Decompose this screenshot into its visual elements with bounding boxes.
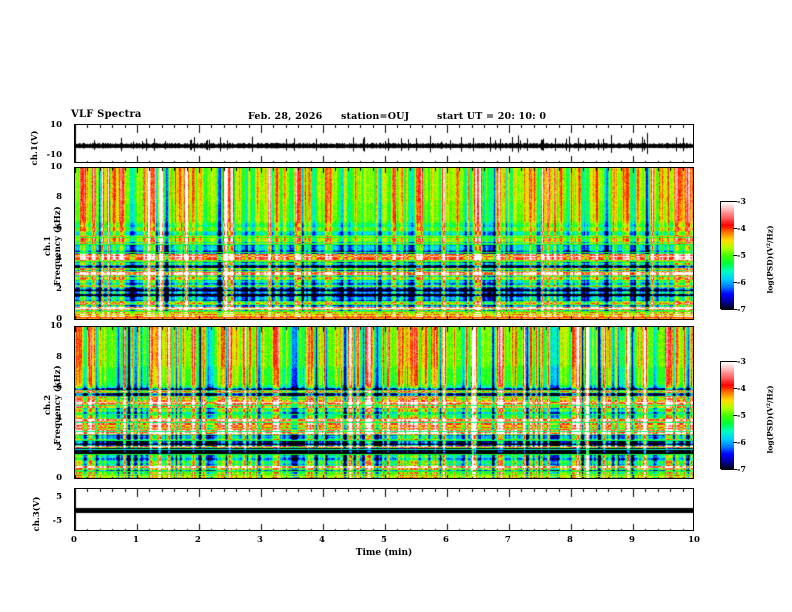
ch1-spec-ytick-4: 4: [56, 253, 62, 263]
x-tick-label-4: 4: [319, 535, 325, 545]
panel-ch1-waveform: [74, 124, 694, 163]
colorbar-ch1: [720, 201, 734, 310]
colorbar-tick-neg6: -6: [737, 437, 746, 447]
x-axis-title: Time (min): [355, 548, 413, 558]
colorbar-tick-mark: [733, 442, 737, 443]
x-tick-label-8: 8: [567, 535, 573, 545]
colorbar-tick-mark: [733, 255, 737, 256]
ch1-spectrogram-canvas: [75, 168, 693, 319]
ch1-spec-ytick-0: 0: [56, 314, 62, 324]
ch3-waveform-axis-label: ch.3(V): [32, 496, 42, 532]
colorbar-tick-neg6: -6: [737, 277, 746, 287]
x-tick-label-7: 7: [505, 535, 511, 545]
colorbar-tick-neg5: -5: [737, 250, 746, 260]
ch1-spec-ytick-2: 2: [56, 284, 62, 294]
ch2-spec-ytick-8: 8: [56, 352, 62, 362]
ch2-spec-ytick-4: 4: [56, 413, 62, 423]
panel-ch3-waveform: [74, 488, 694, 531]
figure-date: Feb. 28, 2026: [248, 111, 323, 122]
colorbar-ch1-gradient: [721, 202, 734, 310]
x-tick-label-6: 6: [443, 535, 449, 545]
ch2-spec-axis-label-channel: ch.2: [43, 394, 53, 416]
ch2-spectrogram-canvas: [75, 327, 693, 478]
colorbar-tick-mark: [733, 361, 737, 362]
x-tick-label-1: 1: [133, 535, 139, 545]
ch1-spec-ytick-6: 6: [56, 223, 62, 233]
ch2-spec-ytick-10: 10: [50, 321, 62, 331]
ch1-spec-axis-label-channel: ch.1: [43, 235, 53, 257]
colorbar-ch2-gradient: [721, 362, 734, 470]
ch1-spec-axis-label-frequency: Frequency (kHz): [53, 206, 63, 286]
ch1-ytick-bottom: -10: [46, 150, 62, 160]
colorbar-tick-mark: [733, 201, 737, 202]
start-time-label: start UT = 20: 10: 0: [437, 111, 547, 122]
colorbar-ch2-label: log(PSD)(V²/Hz): [765, 385, 775, 454]
colorbar-tick-neg5: -5: [737, 410, 746, 420]
ch3-waveform-canvas: [75, 489, 693, 530]
colorbar-tick-mark: [733, 228, 737, 229]
colorbar-ch1-label: log(PSD)(V²/Hz): [765, 225, 775, 294]
ch2-spec-ytick-0: 0: [56, 473, 62, 483]
colorbar-tick-neg7: -7: [737, 464, 746, 474]
colorbar-tick-mark: [733, 415, 737, 416]
x-tick-label-3: 3: [257, 535, 263, 545]
panel-ch2-spectrogram: [74, 326, 694, 479]
colorbar-tick-neg4: -4: [737, 223, 746, 233]
x-tick-label-0: 0: [71, 535, 77, 545]
panel-ch1-spectrogram: [74, 167, 694, 320]
colorbar-tick-neg3: -3: [737, 196, 746, 206]
colorbar-tick-neg4: -4: [737, 383, 746, 393]
ch2-spec-axis-label-frequency: Frequency (kHz): [53, 365, 63, 445]
colorbar-tick-mark: [733, 282, 737, 283]
colorbar-tick-neg3: -3: [737, 356, 746, 366]
x-tick-label-5: 5: [381, 535, 387, 545]
figure-title: VLF Spectra: [71, 109, 142, 120]
ch1-spec-ytick-10: 10: [50, 162, 62, 172]
colorbar-tick-neg7: -7: [737, 304, 746, 314]
x-tick-label-10: 10: [688, 535, 700, 545]
colorbar-ch2: [720, 361, 734, 470]
ch1-spec-ytick-8: 8: [56, 192, 62, 202]
ch1-waveform-canvas: [75, 125, 693, 162]
colorbar-tick-mark: [733, 309, 737, 310]
colorbar-tick-mark: [733, 388, 737, 389]
station-label: station=OUJ: [341, 111, 410, 122]
colorbar-tick-mark: [733, 469, 737, 470]
x-tick-label-2: 2: [195, 535, 201, 545]
x-tick-label-9: 9: [629, 535, 635, 545]
ch2-spec-ytick-6: 6: [56, 382, 62, 392]
ch1-ytick-top: 10: [50, 120, 62, 130]
ch2-spec-ytick-2: 2: [56, 443, 62, 453]
ch3-ytick-bottom: -5: [52, 516, 62, 526]
ch3-ytick-top: 5: [56, 492, 62, 502]
ch1-waveform-axis-label: ch.1(V): [30, 130, 40, 166]
